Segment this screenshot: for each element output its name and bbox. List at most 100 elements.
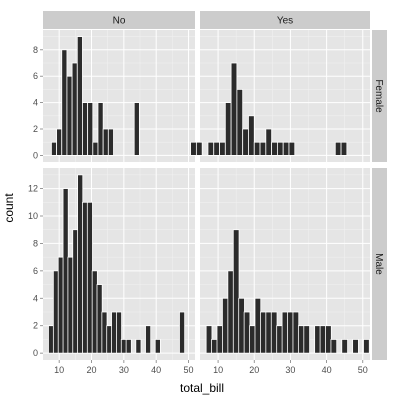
y-tick-label: 10 [28,211,38,221]
x-tick-label: 20 [249,365,259,375]
facet-panels [43,30,370,360]
histogram-bar [340,141,348,156]
strip-label-no: No [113,16,126,27]
histogram-bar [230,62,238,156]
strip-row-female [372,30,387,162]
histogram-bar [48,325,55,354]
histogram-bar [232,229,240,354]
histogram-bar [87,102,94,156]
histogram-bar [259,141,267,156]
histogram-bar [236,89,244,156]
histogram-bar [52,270,59,354]
histogram-bar [219,141,226,156]
histogram-bar [330,339,338,354]
histogram-bar [352,339,359,354]
histogram-bar [207,141,215,156]
panel-no-male [43,168,195,360]
strip-label-yes: Yes [277,16,293,27]
x-tick-label: 30 [119,365,129,375]
histogram-bar [125,339,132,354]
histogram-bar [111,311,118,354]
x-tick-label: 40 [151,365,161,375]
histogram-bar [107,128,114,156]
histogram-bar [71,62,78,156]
histogram-bar [271,141,278,156]
histogram-bar [254,297,262,354]
histogram-bar [265,311,273,354]
histogram-bar [265,128,273,156]
x-tick-label: 30 [285,365,295,375]
panel-no-female [43,30,195,162]
histogram-bar [96,284,103,354]
histogram-bar [297,325,305,354]
y-tick-label: 2 [33,124,38,134]
histogram-bar [179,311,186,354]
y-tick-label: 0 [33,150,38,160]
histogram-bar [248,115,255,156]
y-tick-label: 8 [33,45,38,55]
x-tick-label: 10 [54,365,64,375]
panel-yes-female [190,30,370,162]
histogram-bar [76,36,83,156]
y-axis-title: count [2,193,16,223]
axis-ticks: 0 2 4 6 8 0 2 4 6 8 10 12 10 20 30 40 50 10 20 30 40 50 [28,45,368,375]
y-tick-label: 12 [28,184,38,194]
histogram-bar [224,102,232,156]
histogram-bar [120,339,127,354]
x-tick-label: 10 [213,365,223,375]
y-tick-label: 4 [33,98,38,108]
histogram-bar [62,188,69,354]
histogram-bar [249,325,256,354]
strip-col-no [43,11,195,29]
strip-row-male [372,168,387,360]
strip-label-female: Female [373,79,384,113]
histogram-bar [238,297,245,354]
histogram-bar [51,141,57,156]
y-tick-label: 6 [33,266,38,276]
histogram-bar [334,141,342,156]
histogram-bar [61,49,68,156]
x-tick-label: 50 [184,365,194,375]
histogram-bar [82,102,89,156]
histogram-bar [292,311,300,354]
x-axis-title: total_bill [180,381,224,395]
histogram-bar [303,325,310,354]
histogram-bar [227,270,235,354]
histogram-bar [97,102,104,156]
histogram-bar [319,325,327,354]
histogram-bar [82,201,89,354]
y-tick-label: 8 [33,238,38,248]
histogram-bar [242,128,249,156]
facet-strips: No Yes Female Male [43,11,387,360]
histogram-bar [66,75,73,156]
histogram-bar [92,141,99,156]
histogram-bar [243,311,251,354]
histogram-bar [281,311,289,354]
strip-col-yes [200,11,370,29]
histogram-bar [277,141,284,156]
histogram-bar [86,201,93,354]
histogram-bar [57,256,64,354]
histogram-bar [101,311,108,354]
histogram-bar [253,141,261,156]
histogram-bar [67,256,74,354]
x-tick-label: 50 [358,365,368,375]
histogram-bar [116,311,122,354]
x-tick-label: 20 [87,365,97,375]
histogram-bar [154,339,161,354]
histogram-bar [106,325,113,354]
y-tick-label: 2 [33,321,38,331]
histogram-bar [270,311,278,354]
histogram-bar [190,141,197,156]
histogram-bar [276,325,283,354]
histogram-bar [72,229,79,354]
histogram-bar [77,174,84,354]
histogram-bar [56,128,63,156]
histogram-bar [325,325,332,354]
y-tick-label: 6 [33,71,38,81]
histogram-bar [287,311,294,354]
y-tick-label: 0 [33,348,38,358]
histogram-bar [363,339,370,354]
histogram-bar [135,339,142,354]
